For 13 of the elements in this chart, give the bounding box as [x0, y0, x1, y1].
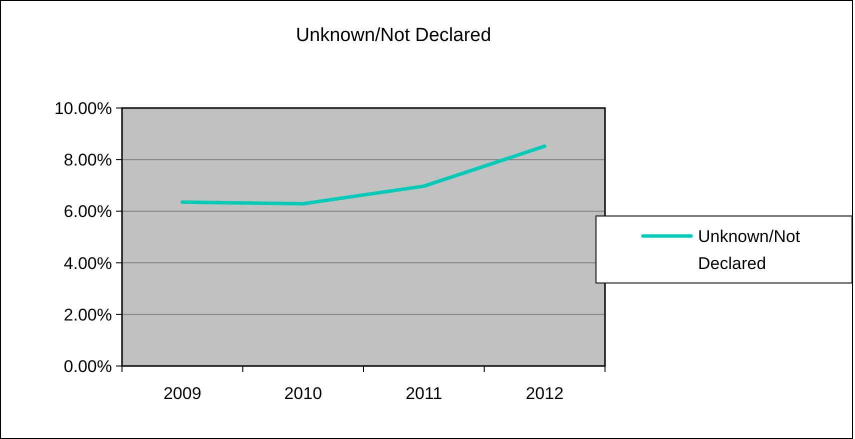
- line-series: [180, 144, 546, 206]
- x-tick-label: 2009: [163, 384, 202, 403]
- y-tick-label: 6.00%: [64, 202, 112, 222]
- x-tick-label: 2010: [284, 384, 322, 403]
- y-tick-label: 0.00%: [64, 356, 112, 376]
- y-tick-label: 4.00%: [64, 254, 112, 273]
- legend-label: Unknown/Not Declared: [698, 226, 800, 273]
- y-tick-label: 10.00%: [54, 98, 112, 118]
- y-tick-label: 8.00%: [64, 150, 112, 170]
- x-tick-label: 2012: [526, 384, 564, 403]
- x-tick-label: 2011: [406, 384, 442, 403]
- chart-title: Unknown/Not Declared: [296, 25, 492, 46]
- y-tick-label: 2.00%: [64, 305, 112, 324]
